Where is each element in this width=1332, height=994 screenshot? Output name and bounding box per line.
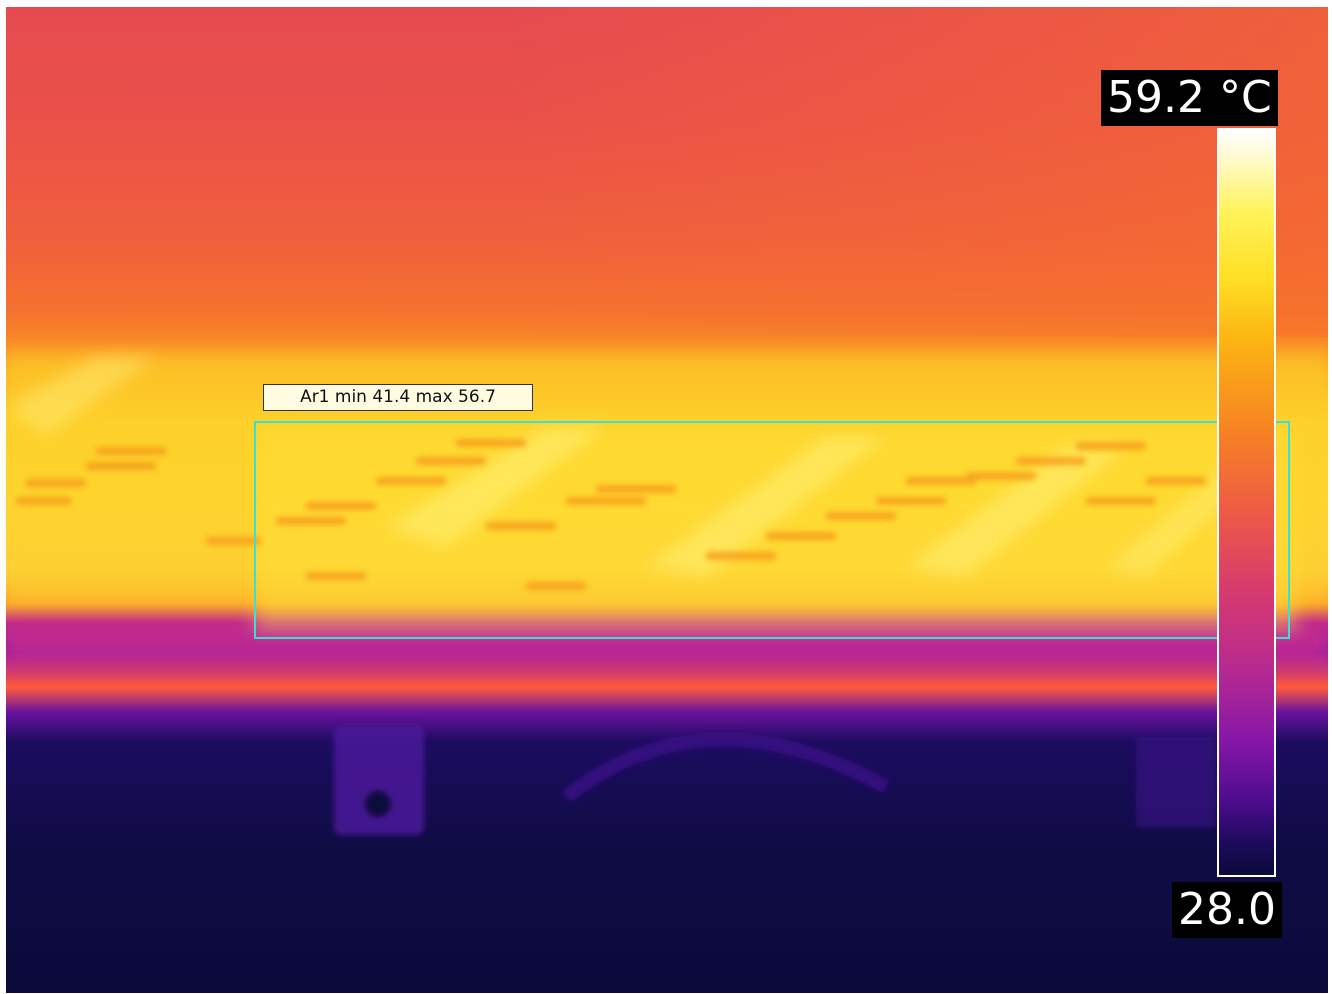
scale-max-label: 59.2 °C — [1101, 70, 1278, 126]
scale-min-label: 28.0 — [1172, 882, 1282, 938]
thermal-image — [6, 7, 1328, 993]
measurement-area-box[interactable] — [254, 421, 1290, 639]
temperature-scale-bar — [1217, 128, 1276, 877]
measurement-area-label: Ar1 min 41.4 max 56.7 — [263, 384, 533, 411]
